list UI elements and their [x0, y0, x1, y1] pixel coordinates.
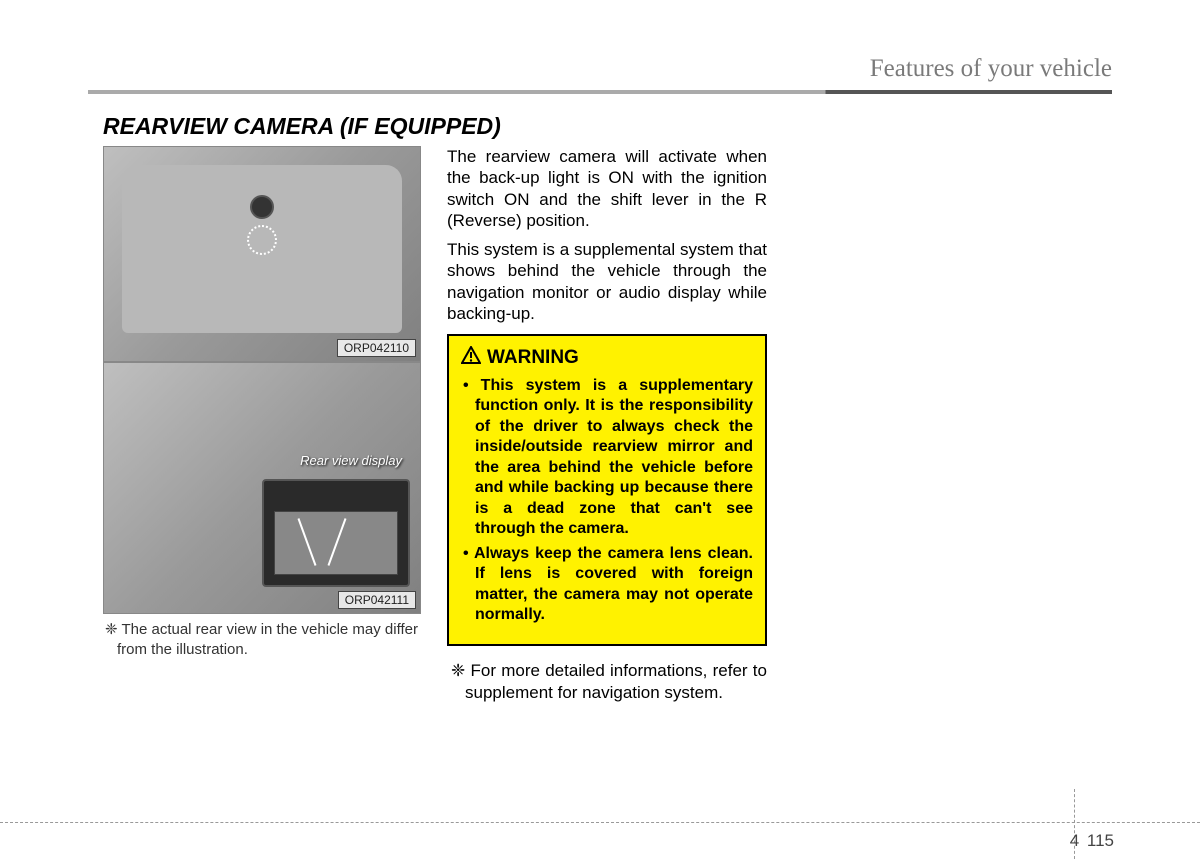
guideline-icon [328, 518, 347, 566]
warning-title: WARNING [487, 347, 579, 369]
figure-code-top: ORP042110 [337, 339, 416, 357]
warning-triangle-icon [461, 346, 481, 370]
camera-indicator-icon [247, 225, 277, 255]
warning-box: WARNING This system is a supplementary f… [447, 334, 767, 646]
warning-item: Always keep the camera lens clean. If le… [461, 544, 753, 626]
warning-list: This system is a supplementary function … [461, 376, 753, 626]
badge-icon [250, 195, 274, 219]
figure-vehicle-rear: ORP042110 [103, 146, 421, 362]
section-num: 4 [1070, 831, 1079, 850]
header-rule [88, 90, 1112, 94]
left-column: ORP042110 Rear view display ORP042111 ❈ … [103, 146, 423, 661]
figure-interior-display: Rear view display ORP042111 [103, 362, 421, 614]
display-screen-icon [262, 479, 410, 587]
paragraph-1: The rearview camera will activate when t… [447, 146, 767, 231]
warning-header: WARNING [461, 346, 753, 370]
section-header: Features of your vehicle [870, 55, 1112, 83]
figure-caption: ❈ The actual rear view in the vehicle ma… [103, 620, 423, 661]
footnote: ❈ For more detailed informations, refer … [447, 660, 767, 704]
right-column: The rearview camera will activate when t… [447, 146, 767, 704]
warning-item: This system is a supplementary function … [461, 376, 753, 540]
figure-code-bottom: ORP042111 [338, 591, 416, 609]
rear-view-display-label: Rear view display [300, 453, 402, 468]
page-title: REARVIEW CAMERA (IF EQUIPPED) [103, 113, 501, 140]
paragraph-2: This system is a supplemental system tha… [447, 239, 767, 324]
page-number: 4 115 [1070, 831, 1114, 851]
footer-rule [0, 822, 1200, 823]
guideline-icon [298, 518, 317, 566]
page-num-value: 115 [1087, 831, 1114, 850]
